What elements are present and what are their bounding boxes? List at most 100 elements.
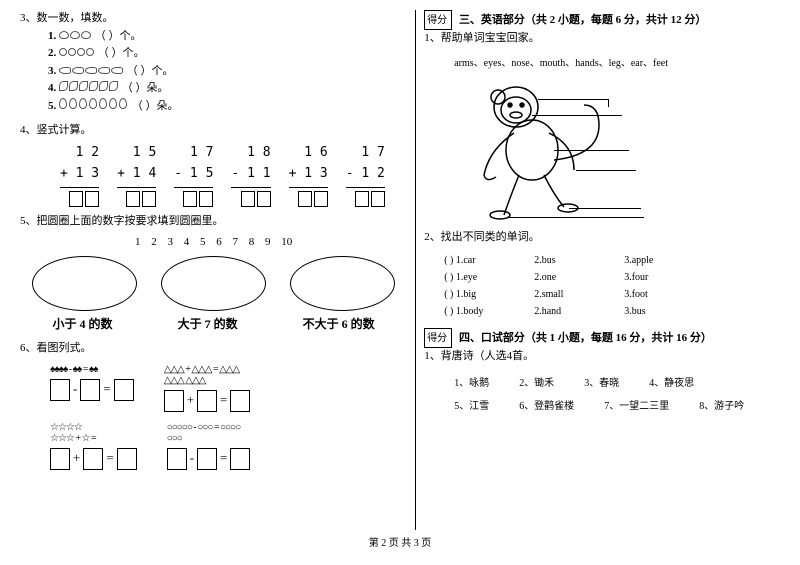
q5-title: 5、把圆圈上面的数字按要求填到圆圈里。 bbox=[20, 213, 407, 231]
ear-icon bbox=[79, 98, 87, 109]
answer-box bbox=[126, 191, 140, 207]
ovals-row bbox=[20, 256, 407, 311]
ear-icon bbox=[59, 98, 67, 109]
mango-icon bbox=[81, 31, 91, 39]
eq-box bbox=[50, 448, 70, 470]
label-line bbox=[576, 170, 636, 171]
fish-icon bbox=[85, 67, 97, 74]
eq-box bbox=[50, 379, 70, 401]
eq-box bbox=[230, 390, 250, 412]
picture-equation: ○○○○○ - ○○○ = ○○○○ ○○○ - = bbox=[167, 422, 251, 470]
right-column: 得分 三、英语部分（共 2 小题，每题 6 分，共计 12 分） 1、帮助单词宝… bbox=[415, 10, 780, 530]
poem-8: 8、游子吟 bbox=[699, 397, 744, 412]
answer-box bbox=[199, 191, 213, 207]
eq-box bbox=[230, 448, 250, 470]
section-4-header: 得分 四、口试部分（共 1 小题，每题 16 分，共计 16 分） bbox=[424, 328, 780, 348]
question-6: 6、看图列式。 ♠♠♠♠ - ♠♠ = ♠♠ - = △△△ + △△△ = △… bbox=[20, 340, 407, 470]
s3-q2-title: 2、找出不同类的单词。 bbox=[424, 229, 780, 247]
q6-title: 6、看图列式。 bbox=[20, 340, 407, 358]
calc-column: 1 5+ 1 4 bbox=[117, 143, 156, 207]
left-column: 3、数一数，填数。 1. （ ）个。2. （ ）个。3. （ ）个。4. （ ）… bbox=[20, 10, 415, 530]
ball-icon bbox=[77, 48, 85, 56]
eq-box bbox=[197, 448, 217, 470]
q3-line: 1. （ ）个。 bbox=[48, 28, 407, 46]
oval-3 bbox=[290, 256, 395, 311]
poem-row-2: 5、江雪 6、登鹳雀楼 7、一望二三里 8、游子吟 bbox=[454, 397, 780, 412]
picture-equation: ♠♠♠♠ - ♠♠ = ♠♠ - = bbox=[50, 364, 134, 412]
poem-4: 4、静夜思 bbox=[649, 374, 694, 389]
poem-3: 3、春晓 bbox=[584, 374, 619, 389]
word-list-row: ( ) 1.body2.hand3.bus bbox=[444, 303, 780, 320]
vertical-calc-row: 1 2+ 1 3 1 5+ 1 4 1 7- 1 5 1 8- 1 1 1 6+ 1 3… bbox=[60, 143, 407, 207]
ear-icon bbox=[109, 98, 117, 109]
ear-icon bbox=[69, 98, 77, 109]
word-list: ( ) 1.car2.bus3.apple( ) 1.eye2.one3.fou… bbox=[444, 252, 780, 320]
s4-q1: 1、背唐诗（人选4首。 bbox=[424, 348, 780, 366]
leaf-icon bbox=[79, 81, 88, 91]
answer-box bbox=[183, 191, 197, 207]
s3-q1: 1、帮助单词宝宝回家。 bbox=[424, 30, 780, 48]
ball-icon bbox=[86, 48, 94, 56]
poem-1: 1、咏鹅 bbox=[454, 374, 489, 389]
question-3: 3、数一数，填数。 1. （ ）个。2. （ ）个。3. （ ）个。4. （ ）… bbox=[20, 10, 407, 116]
score-box-4: 得分 bbox=[424, 328, 452, 348]
answer-box bbox=[298, 191, 312, 207]
calc-column: 1 7- 1 5 bbox=[174, 143, 213, 207]
oval-label-2: 大于 7 的数 bbox=[178, 315, 238, 334]
eq-box bbox=[117, 448, 137, 470]
calc-column: 1 8- 1 1 bbox=[231, 143, 270, 207]
answer-box bbox=[241, 191, 255, 207]
section-3-title: 三、英语部分（共 2 小题，每题 6 分，共计 12 分） bbox=[459, 11, 707, 27]
answer-box bbox=[69, 191, 83, 207]
ear-icon bbox=[89, 98, 97, 109]
oval-labels: 小于 4 的数 大于 7 的数 不大于 6 的数 bbox=[20, 315, 407, 334]
picture-equation: △△△ + △△△ = △△△ △△△ △△△ + = bbox=[164, 364, 251, 412]
label-line bbox=[509, 217, 644, 218]
label-line bbox=[608, 99, 609, 107]
fish-icon bbox=[59, 67, 71, 74]
answer-box bbox=[314, 191, 328, 207]
word-list-row: ( ) 1.big2.small3.foot bbox=[444, 286, 780, 303]
fish-icon bbox=[111, 67, 123, 74]
leaf-icon bbox=[89, 81, 98, 91]
leaf-icon bbox=[109, 81, 118, 91]
ear-icon bbox=[119, 98, 127, 109]
leaf-icon bbox=[69, 81, 78, 91]
word-bank: arms、eyes、nose、mouth、hands、leg、ear、feet bbox=[454, 54, 780, 69]
ear-icon bbox=[99, 98, 107, 109]
poem-2: 2、锄禾 bbox=[519, 374, 554, 389]
eq-box bbox=[164, 390, 184, 412]
poem-row-1: 1、咏鹅 2、锄禾 3、春晓 4、静夜思 bbox=[454, 374, 780, 389]
label-line bbox=[569, 208, 641, 209]
calc-column: 1 6+ 1 3 bbox=[289, 143, 328, 207]
eq-box bbox=[114, 379, 134, 401]
question-5: 5、把圆圈上面的数字按要求填到圆圈里。 1 2 3 4 5 6 7 8 9 10… bbox=[20, 213, 407, 334]
mango-icon bbox=[70, 31, 80, 39]
calc-column: 1 2+ 1 3 bbox=[60, 143, 99, 207]
oval-label-1: 小于 4 的数 bbox=[53, 315, 113, 334]
word-list-row: ( ) 1.car2.bus3.apple bbox=[444, 252, 780, 269]
poem-6: 6、登鹳雀楼 bbox=[519, 397, 574, 412]
q3-line: 4. （ ）朵。 bbox=[48, 80, 407, 98]
eq-box bbox=[80, 379, 100, 401]
eq-box bbox=[83, 448, 103, 470]
mango-icon bbox=[59, 31, 69, 39]
answer-box bbox=[355, 191, 369, 207]
answer-box bbox=[142, 191, 156, 207]
poem-7: 7、一望二三里 bbox=[604, 397, 669, 412]
page: 3、数一数，填数。 1. （ ）个。2. （ ）个。3. （ ）个。4. （ ）… bbox=[20, 10, 780, 530]
q3-line: 3. （ ）个。 bbox=[48, 63, 407, 81]
poem-5: 5、江雪 bbox=[454, 397, 489, 412]
score-box-3: 得分 bbox=[424, 10, 452, 30]
q3-line: 5. （ ）朵。 bbox=[48, 98, 407, 116]
monkey-diagram bbox=[454, 75, 780, 225]
q5-numbers: 1 2 3 4 5 6 7 8 9 10 bbox=[20, 234, 407, 252]
oval-1 bbox=[32, 256, 137, 311]
picture-equation: ☆☆☆☆☆☆☆ + ☆ = + = bbox=[50, 422, 137, 470]
question-4: 4、竖式计算。 1 2+ 1 31 5+ 1 41 7- 1 51 8- 1 1… bbox=[20, 122, 407, 207]
ball-icon bbox=[68, 48, 76, 56]
answer-box bbox=[257, 191, 271, 207]
eq-box bbox=[197, 390, 217, 412]
label-line bbox=[538, 99, 608, 100]
q3-line: 2. （ ）个。 bbox=[48, 45, 407, 63]
